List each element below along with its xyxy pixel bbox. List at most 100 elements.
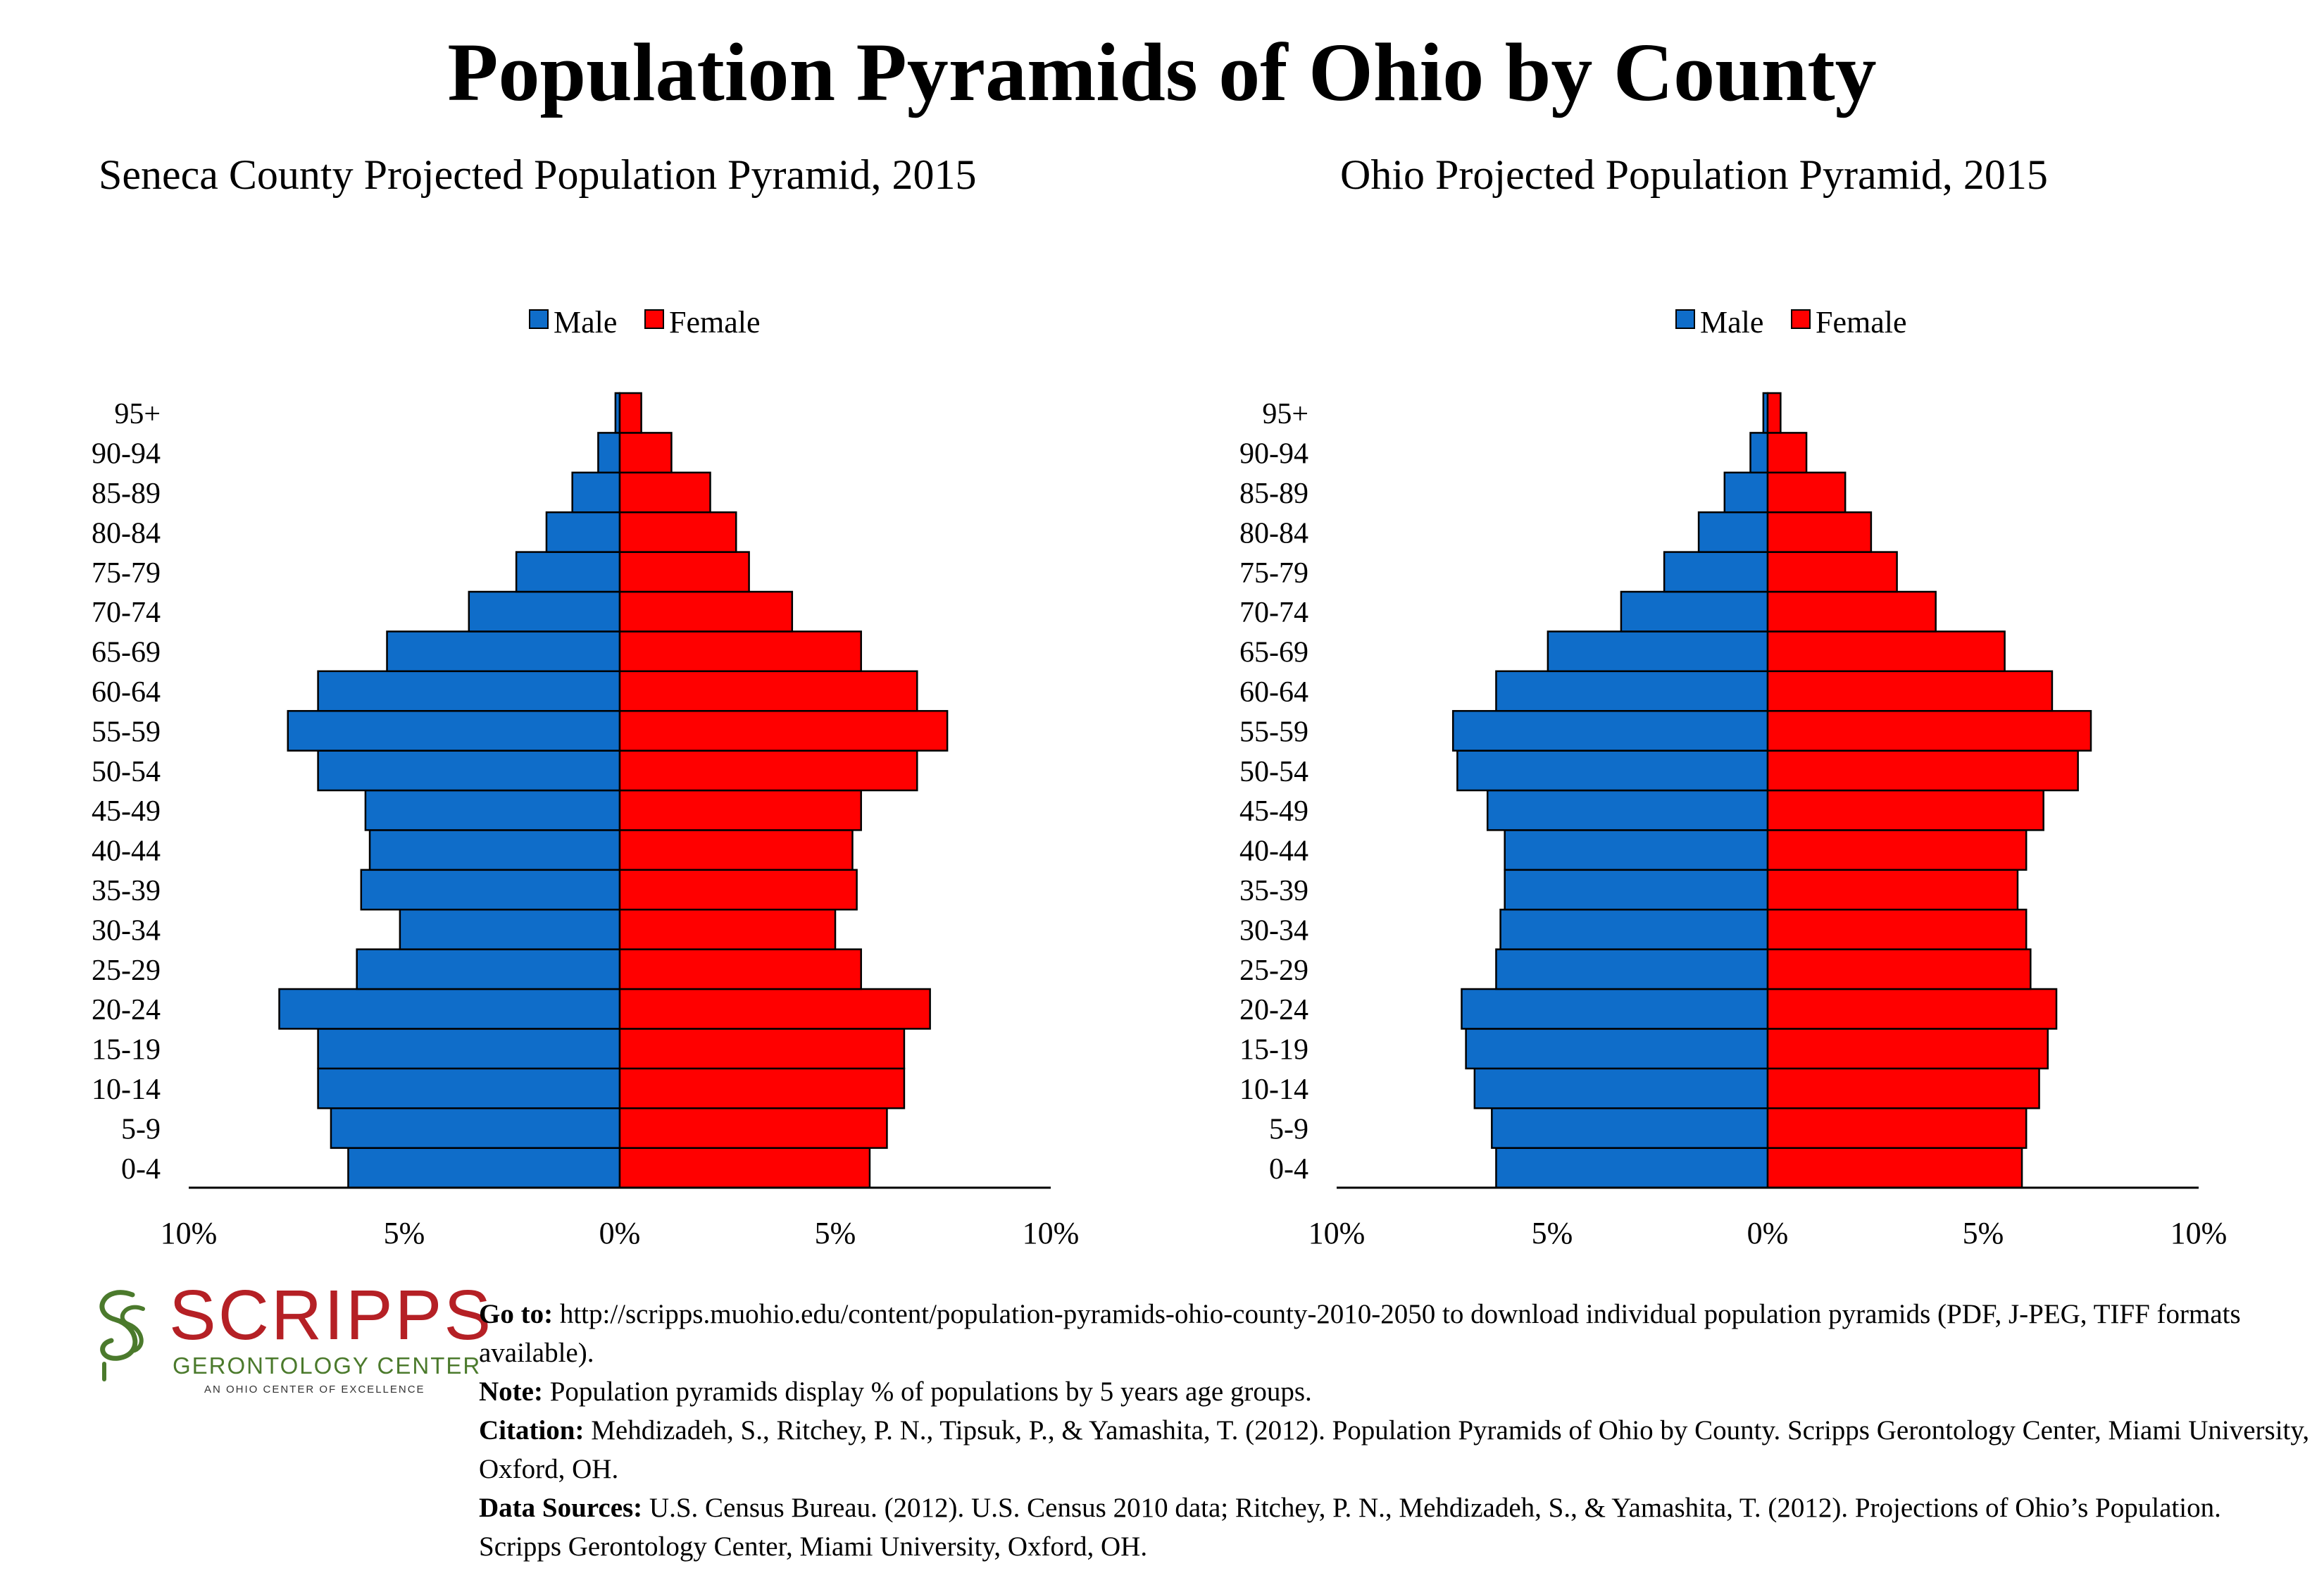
bar-male-20-24 <box>1461 988 1769 1030</box>
bar-male-30-34 <box>399 908 621 950</box>
y-tick-label: 5-9 <box>121 1113 161 1145</box>
x-tick-label: 0% <box>599 1216 641 1250</box>
y-tick-label: 30-34 <box>92 914 161 947</box>
legend-swatch-female <box>1791 309 1811 329</box>
bar-male-55-59 <box>287 709 621 752</box>
y-tick-label: 90-94 <box>92 438 161 471</box>
y-tick-label: 60-64 <box>1239 676 1308 709</box>
y-tick-label: 65-69 <box>92 637 161 669</box>
bar-male-80-84 <box>1697 511 1769 553</box>
logo-wordmark: SCRIPPS <box>169 1276 494 1355</box>
legend-swatch-male <box>1675 309 1695 329</box>
bar-female-35-39 <box>618 869 858 911</box>
legend-label-male: Male <box>554 305 617 340</box>
bar-male-35-39 <box>360 869 621 911</box>
bar-female-15-19 <box>618 1028 906 1070</box>
bar-male-45-49 <box>1486 789 1769 831</box>
x-tick-label: 5% <box>1532 1216 1573 1250</box>
bar-female-25-29 <box>1766 948 2032 990</box>
y-tick-label: 75-79 <box>1239 557 1308 590</box>
chart-title: Ohio Projected Population Pyramid, 2015 <box>1340 151 2048 198</box>
y-tick-label: 20-24 <box>1239 994 1308 1026</box>
bar-female-65-69 <box>1766 630 2006 673</box>
x-tick-label: 0% <box>1747 1216 1789 1250</box>
legend-label-female: Female <box>669 305 761 340</box>
bar-female-40-44 <box>618 829 854 871</box>
bar-male-80-84 <box>545 511 621 553</box>
chart-title: Seneca County Projected Population Pyram… <box>99 151 977 198</box>
citation-label: Citation: <box>479 1415 585 1446</box>
bar-female-60-64 <box>618 670 918 712</box>
bar-female-5-9 <box>618 1107 888 1149</box>
y-tick-label: 75-79 <box>92 557 161 590</box>
y-tick-label: 40-44 <box>1239 835 1308 868</box>
bar-male-50-54 <box>317 750 621 792</box>
y-tick-label: 25-29 <box>92 955 161 987</box>
bar-female-70-74 <box>618 590 794 633</box>
citation-text: Mehdizadeh, S., Ritchey, P. N., Tipsuk, … <box>479 1415 2310 1484</box>
bar-male-5-9 <box>1491 1107 1769 1149</box>
scripps-logo: SCRIPPS GERONTOLOGY CENTER AN OHIO CENTE… <box>77 1276 491 1403</box>
y-tick-label: 0-4 <box>121 1153 161 1186</box>
bar-female-85-89 <box>618 471 711 514</box>
footer-notes: Go to: http://scripps.muohio.edu/content… <box>479 1295 2310 1566</box>
bar-male-5-9 <box>330 1107 621 1149</box>
pyramid-chart-ohio: Ohio Projected Population Pyramid, 2015 M… <box>1239 151 2227 1250</box>
bar-male-70-74 <box>468 590 621 633</box>
bar-female-40-44 <box>1766 829 2028 871</box>
sources-label: Data Sources: <box>479 1493 643 1523</box>
bar-male-45-49 <box>364 789 621 831</box>
x-tick-label: 5% <box>815 1216 856 1250</box>
y-tick-label: 35-39 <box>1239 875 1308 907</box>
legend-label-female: Female <box>1816 305 1907 340</box>
y-tick-label: 5-9 <box>1269 1113 1308 1145</box>
bar-male-85-89 <box>571 471 621 514</box>
bar-female-50-54 <box>618 750 918 792</box>
x-tick-label: 10% <box>1023 1216 1080 1250</box>
bar-female-55-59 <box>618 709 949 752</box>
bar-male-75-79 <box>1663 551 1769 593</box>
bar-female-65-69 <box>618 630 862 673</box>
bar-male-25-29 <box>1495 948 1769 990</box>
y-tick-label: 85-89 <box>92 478 161 510</box>
y-tick-label: 50-54 <box>1239 756 1308 788</box>
bar-female-60-64 <box>1766 670 2054 712</box>
bar-female-95+ <box>1766 392 1782 434</box>
x-tick-label: 10% <box>161 1216 218 1250</box>
bar-male-85-89 <box>1723 471 1769 514</box>
bar-male-60-64 <box>317 670 621 712</box>
bar-female-75-79 <box>1766 551 1898 593</box>
bar-female-0-4 <box>618 1147 871 1189</box>
y-tick-label: 15-19 <box>92 1034 161 1067</box>
goto-line: Go to: http://scripps.muohio.edu/content… <box>479 1295 2310 1372</box>
y-tick-label: 95+ <box>114 398 161 430</box>
y-tick-label: 70-74 <box>1239 597 1308 629</box>
x-tick-label: 10% <box>1308 1216 1366 1250</box>
y-tick-label: 80-84 <box>1239 517 1308 549</box>
bar-female-45-49 <box>618 789 862 831</box>
bar-female-45-49 <box>1766 789 2044 831</box>
y-tick-label: 95+ <box>1262 398 1308 430</box>
bar-male-25-29 <box>356 948 621 990</box>
logo-subtitle: GERONTOLOGY CENTER <box>173 1353 482 1379</box>
x-tick-label: 5% <box>384 1216 425 1250</box>
legend-swatch-female <box>644 309 664 329</box>
citation-line: Citation: Mehdizadeh, S., Ritchey, P. N.… <box>479 1411 2310 1488</box>
bar-female-95+ <box>618 392 642 434</box>
bar-male-55-59 <box>1451 709 1769 752</box>
bar-female-70-74 <box>1766 590 1937 633</box>
bar-male-70-74 <box>1620 590 1769 633</box>
bar-male-90-94 <box>1749 432 1769 474</box>
bar-female-80-84 <box>618 511 737 553</box>
charts-canvas: Seneca County Projected Population Pyram… <box>92 151 2227 1250</box>
y-tick-label: 15-19 <box>1239 1034 1308 1067</box>
bar-female-5-9 <box>1766 1107 2028 1149</box>
bar-male-90-94 <box>597 432 621 474</box>
y-tick-label: 65-69 <box>1239 637 1308 669</box>
bar-male-10-14 <box>317 1067 621 1110</box>
logo-tagline: AN OHIO CENTER OF EXCELLENCE <box>204 1384 425 1396</box>
legend-label-male: Male <box>1700 305 1763 340</box>
bar-female-85-89 <box>1766 471 1847 514</box>
bar-male-35-39 <box>1504 869 1769 911</box>
y-tick-label: 10-14 <box>1239 1074 1308 1106</box>
